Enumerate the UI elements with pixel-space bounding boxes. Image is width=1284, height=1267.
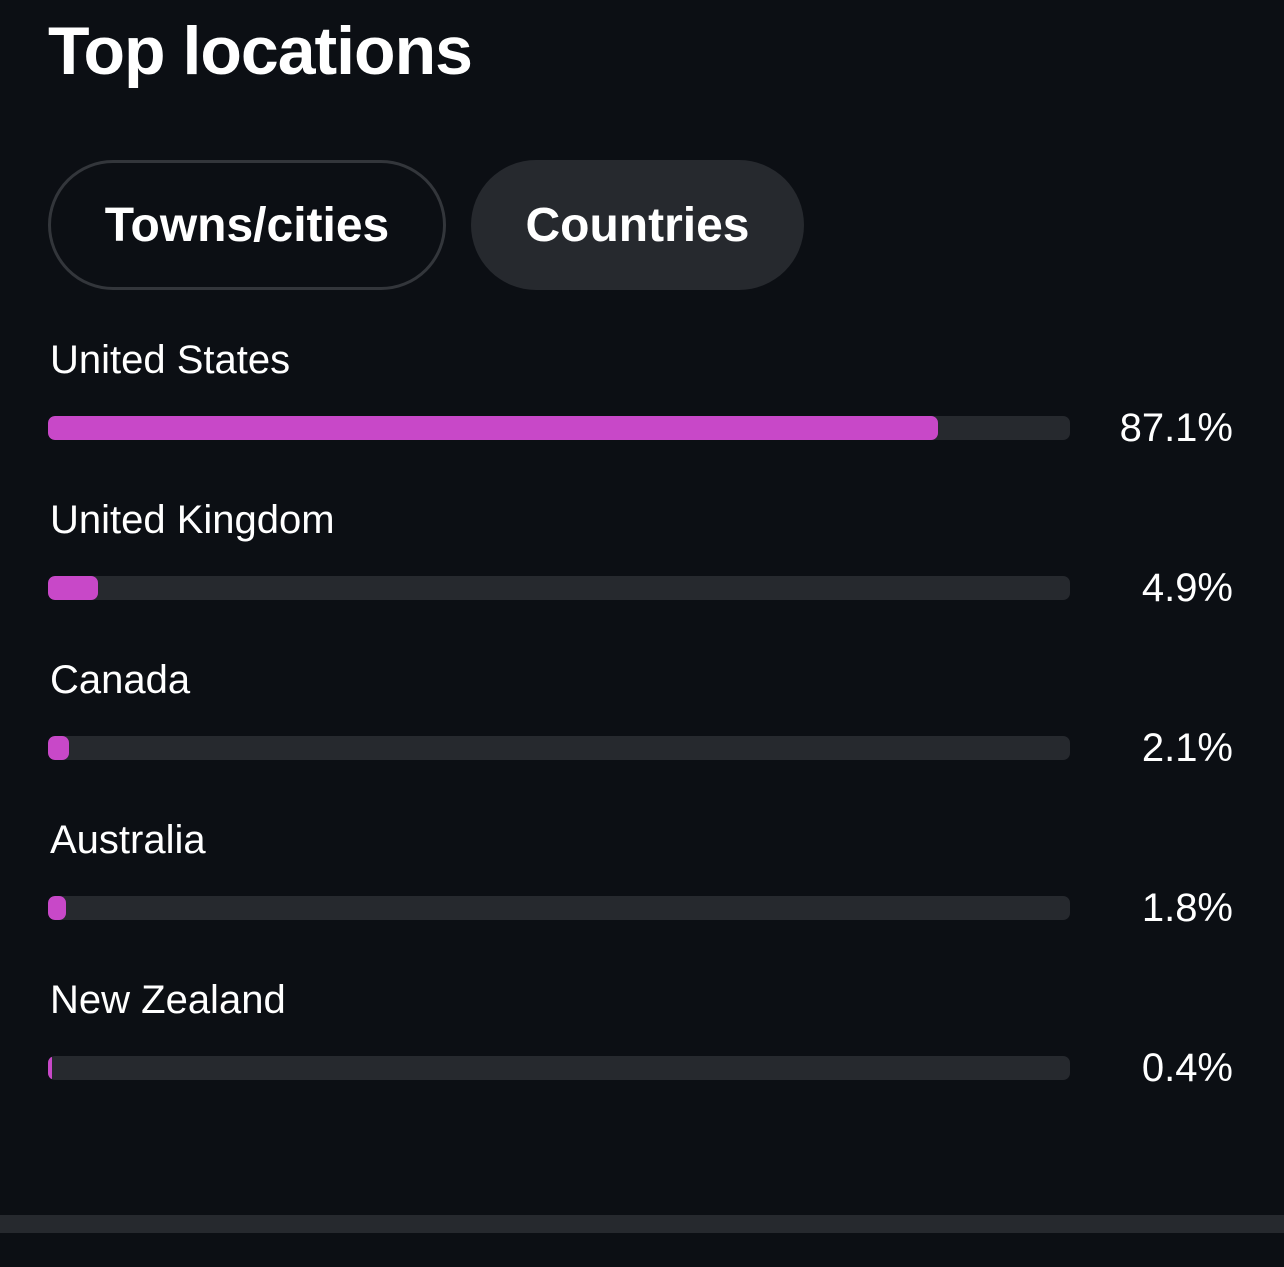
location-name: United Kingdom — [50, 498, 335, 542]
location-percent: 87.1% — [1119, 406, 1233, 450]
location-percent: 0.4% — [1141, 1046, 1233, 1090]
location-percent: 4.9% — [1141, 566, 1233, 610]
progress-track — [48, 896, 1070, 920]
progress-fill — [48, 736, 70, 760]
location-row: United Kingdom 4.9% — [0, 490, 1284, 650]
location-percent: 1.8% — [1141, 886, 1233, 930]
progress-track — [48, 416, 1070, 440]
location-name: Australia — [50, 818, 206, 862]
tab-countries[interactable]: Countries — [471, 160, 804, 290]
progress-track — [48, 576, 1070, 600]
location-name: United States — [50, 338, 291, 382]
location-name: Canada — [50, 658, 191, 702]
progress-fill — [48, 1056, 53, 1080]
location-row: New Zealand 0.4% — [0, 970, 1284, 1130]
progress-track — [48, 1056, 1070, 1080]
location-row: Canada 2.1% — [0, 650, 1284, 810]
location-row: Australia 1.8% — [0, 810, 1284, 970]
progress-fill — [48, 896, 67, 920]
page-title: Top locations — [48, 13, 473, 89]
progress-fill — [48, 416, 939, 440]
section-divider — [0, 1215, 1284, 1233]
progress-track — [48, 736, 1070, 760]
tab-towns-cities[interactable]: Towns/cities — [48, 160, 446, 290]
location-name: New Zealand — [50, 978, 286, 1022]
location-percent: 2.1% — [1141, 726, 1233, 770]
progress-fill — [48, 576, 99, 600]
location-row: United States 87.1% — [0, 330, 1284, 490]
